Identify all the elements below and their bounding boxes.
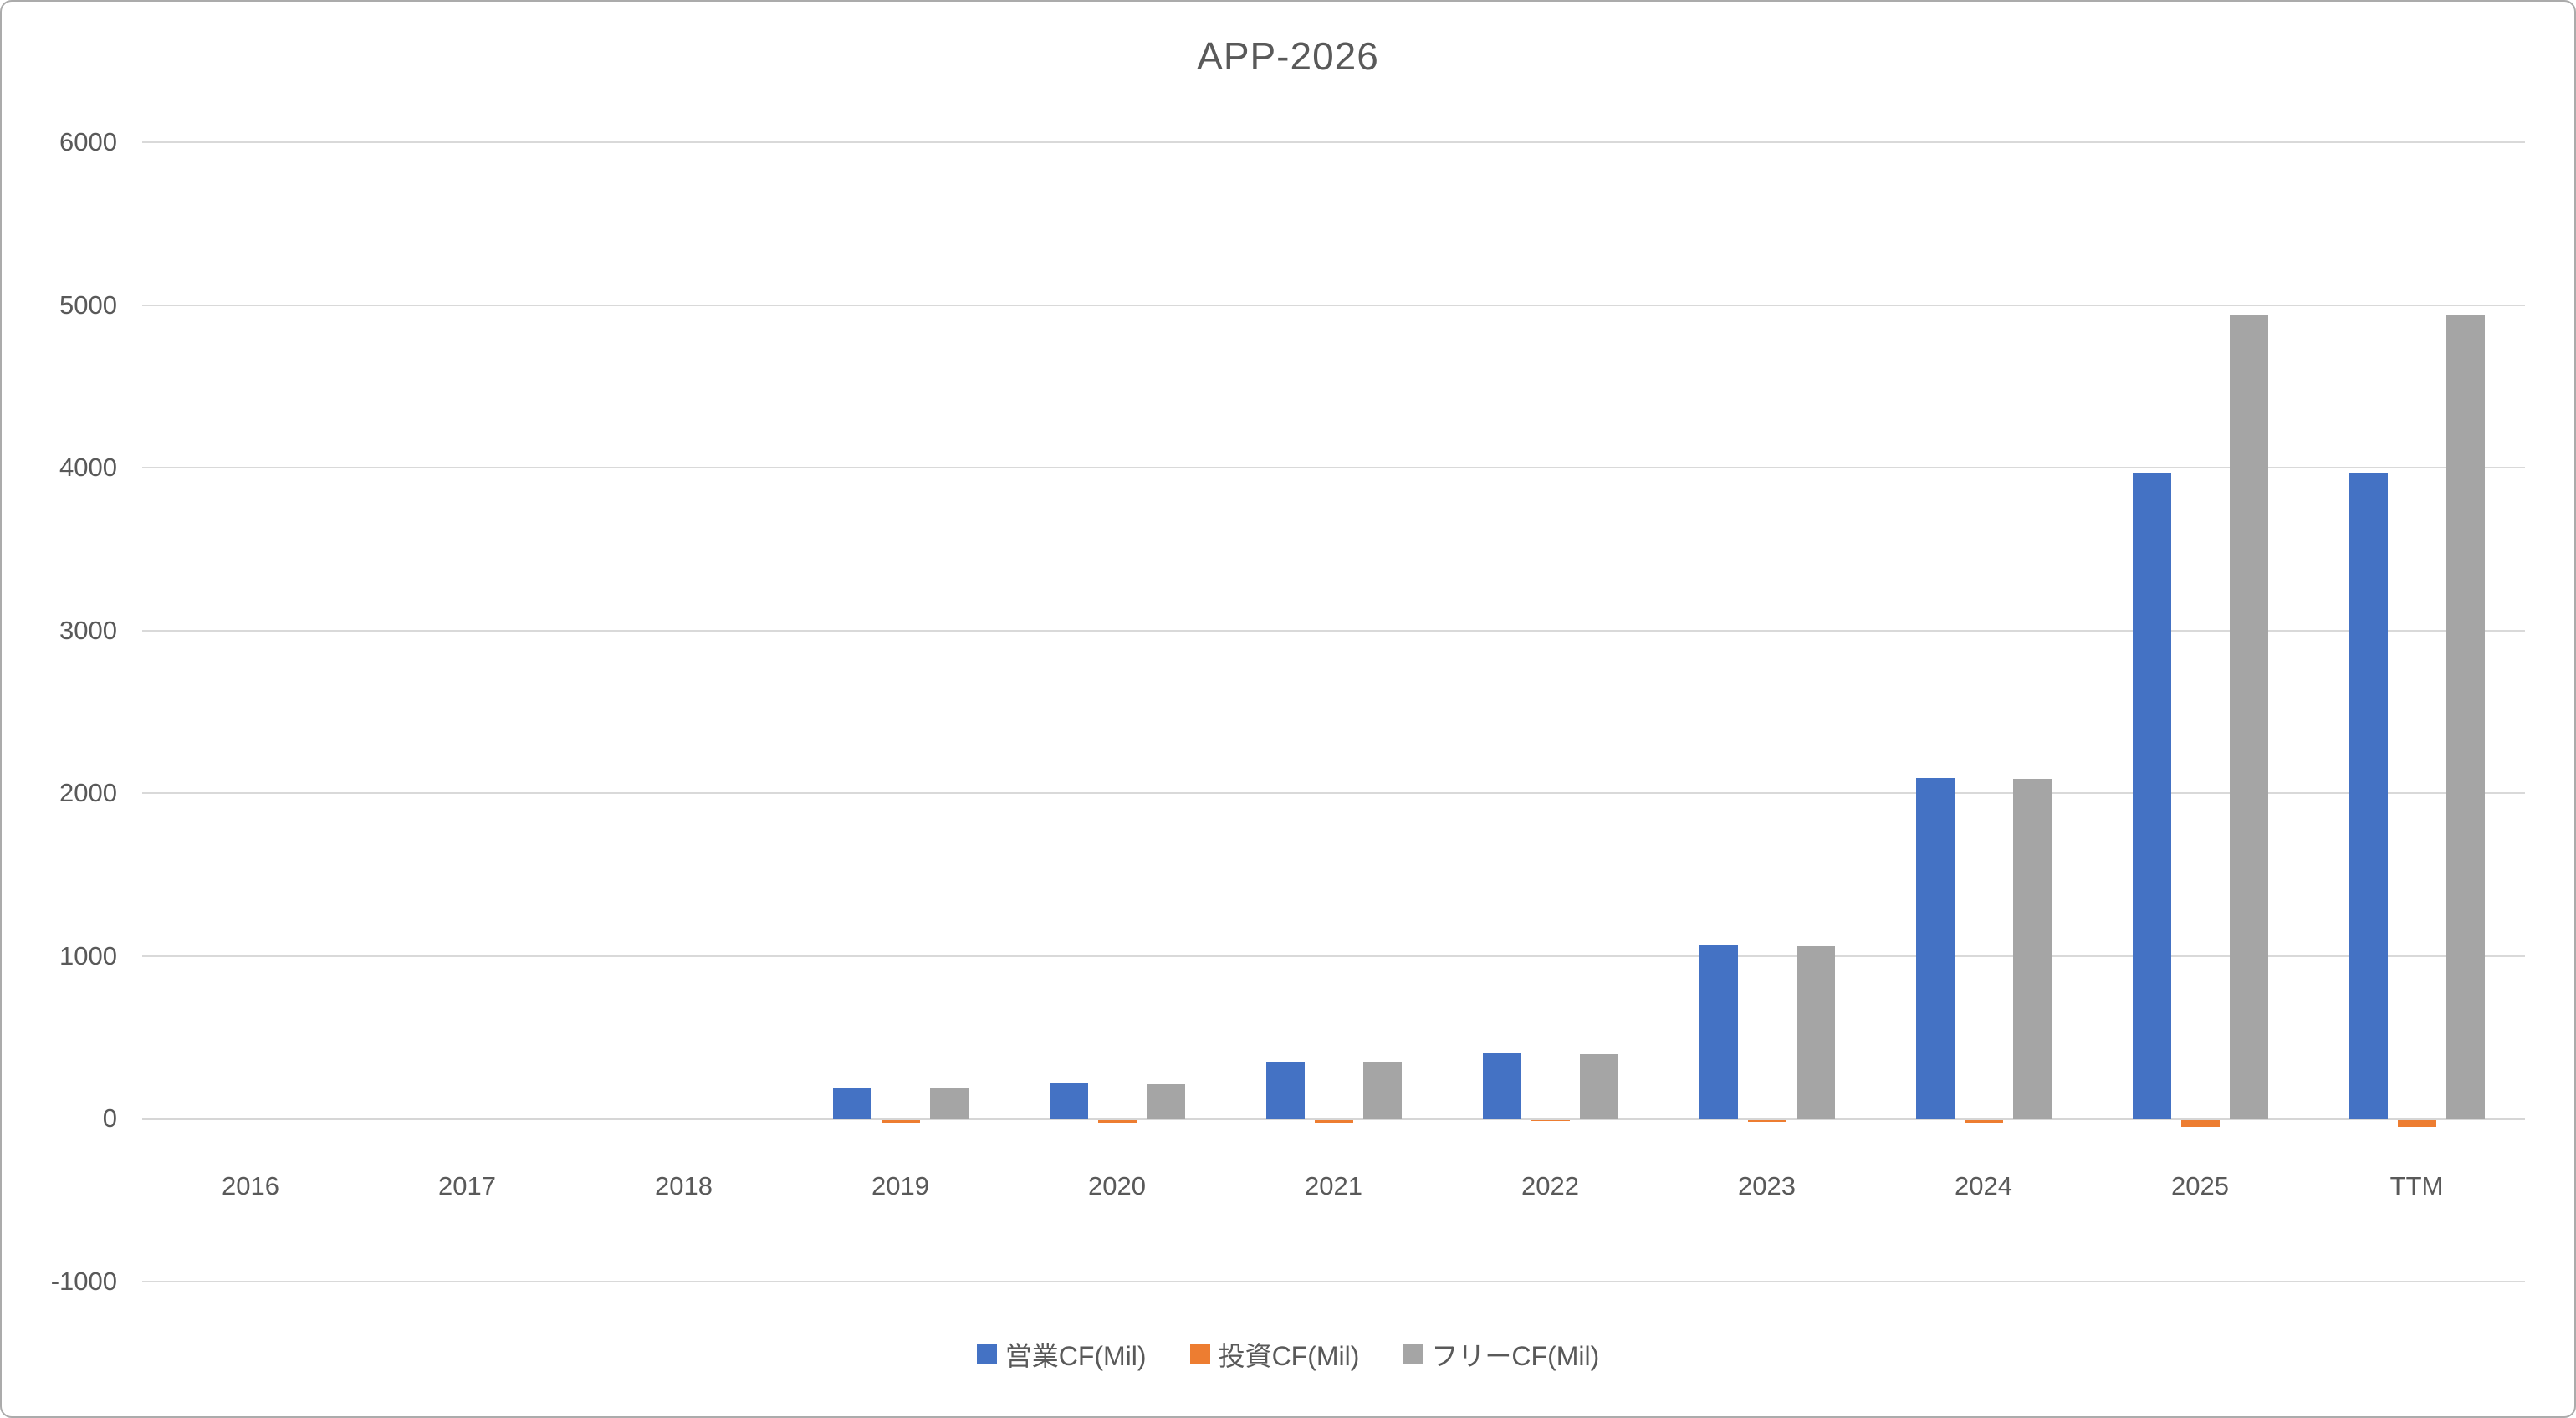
y-axis-label-2000: 2000	[59, 778, 117, 807]
legend-swatch-free-cf	[1403, 1344, 1423, 1364]
legend-label-free-cf: フリーCF(Mil)	[1431, 1341, 1600, 1371]
bar-operating-cf-2020	[1049, 1083, 1088, 1119]
legend-label-operating-cf: 営業CF(Mil)	[1004, 1341, 1147, 1371]
bar-free-cf-2023	[1796, 945, 1835, 1119]
x-axis-label-2017: 2017	[438, 1171, 496, 1200]
bar-free-cf-2019	[929, 1088, 969, 1119]
bar-investing-cf-2023	[1747, 1120, 1786, 1122]
x-axis-label-2016: 2016	[222, 1171, 279, 1200]
x-axis-label-TTM: TTM	[2389, 1171, 2444, 1200]
gridline-1000	[142, 955, 2525, 957]
x-axis-label-2025: 2025	[2171, 1171, 2229, 1200]
bar-operating-cf-2025	[2132, 472, 2171, 1119]
bar-operating-cf-2021	[1265, 1061, 1305, 1119]
gridline-3000	[142, 629, 2525, 632]
x-axis-label-2023: 2023	[1738, 1171, 1796, 1200]
bar-free-cf-2024	[2012, 779, 2052, 1119]
bar-operating-cf-2023	[1699, 944, 1738, 1119]
legend: 営業CF(Mil) 投資CF(Mil) フリーCF(Mil)	[2, 1335, 2574, 1374]
bar-operating-cf-2024	[1915, 778, 1955, 1119]
y-axis-label-4000: 4000	[59, 453, 117, 482]
bar-investing-cf-2019	[881, 1120, 920, 1123]
bar-free-cf-TTM	[2446, 315, 2485, 1119]
bar-free-cf-2021	[1362, 1062, 1402, 1119]
x-axis-label-2021: 2021	[1305, 1171, 1362, 1200]
x-axis-label-2019: 2019	[871, 1171, 929, 1200]
bar-free-cf-2025	[2229, 315, 2268, 1119]
gridline-0	[142, 1118, 2525, 1120]
x-axis-label-2020: 2020	[1088, 1171, 1146, 1200]
legend-label-investing-cf: 投資CF(Mil)	[1218, 1341, 1360, 1371]
legend-item-investing-cf: 投資CF(Mil)	[1189, 1335, 1360, 1374]
gridline-5000	[142, 304, 2525, 306]
bar-investing-cf-2025	[2180, 1120, 2220, 1127]
y-axis-label-3000: 3000	[59, 615, 117, 645]
bar-investing-cf-2021	[1314, 1120, 1353, 1123]
legend-swatch-investing-cf	[1189, 1344, 1210, 1364]
x-axis-label-2022: 2022	[1521, 1171, 1579, 1200]
y-axis-label-1000: 1000	[59, 940, 117, 970]
chart-title: APP-2026	[1197, 34, 1379, 78]
bar-operating-cf-2019	[832, 1088, 871, 1119]
bar-investing-cf-2020	[1097, 1120, 1137, 1123]
bar-free-cf-2022	[1579, 1053, 1618, 1119]
x-axis-label-2024: 2024	[1955, 1171, 2012, 1200]
gridline-2000	[142, 792, 2525, 794]
y-axis-label-0: 0	[102, 1103, 117, 1133]
y-axis-label-6000: 6000	[59, 127, 117, 156]
gridline-6000	[142, 141, 2525, 143]
y-axis-label-5000: 5000	[59, 289, 117, 320]
legend-swatch-operating-cf	[976, 1344, 997, 1364]
bar-free-cf-2020	[1146, 1084, 1185, 1119]
y-axis-label--1000: -1000	[50, 1266, 117, 1296]
gridline--1000	[142, 1280, 2525, 1282]
gridline-4000	[142, 467, 2525, 468]
bar-investing-cf-2022	[1531, 1120, 1570, 1121]
legend-item-operating-cf: 営業CF(Mil)	[976, 1335, 1147, 1374]
x-axis-label-2018: 2018	[655, 1171, 713, 1200]
legend-item-free-cf: フリーCF(Mil)	[1403, 1335, 1599, 1374]
bar-investing-cf-2024	[1964, 1120, 2003, 1123]
bar-investing-cf-TTM	[2397, 1120, 2436, 1127]
bar-operating-cf-2022	[1482, 1053, 1521, 1119]
bar-operating-cf-TTM	[2349, 472, 2388, 1119]
